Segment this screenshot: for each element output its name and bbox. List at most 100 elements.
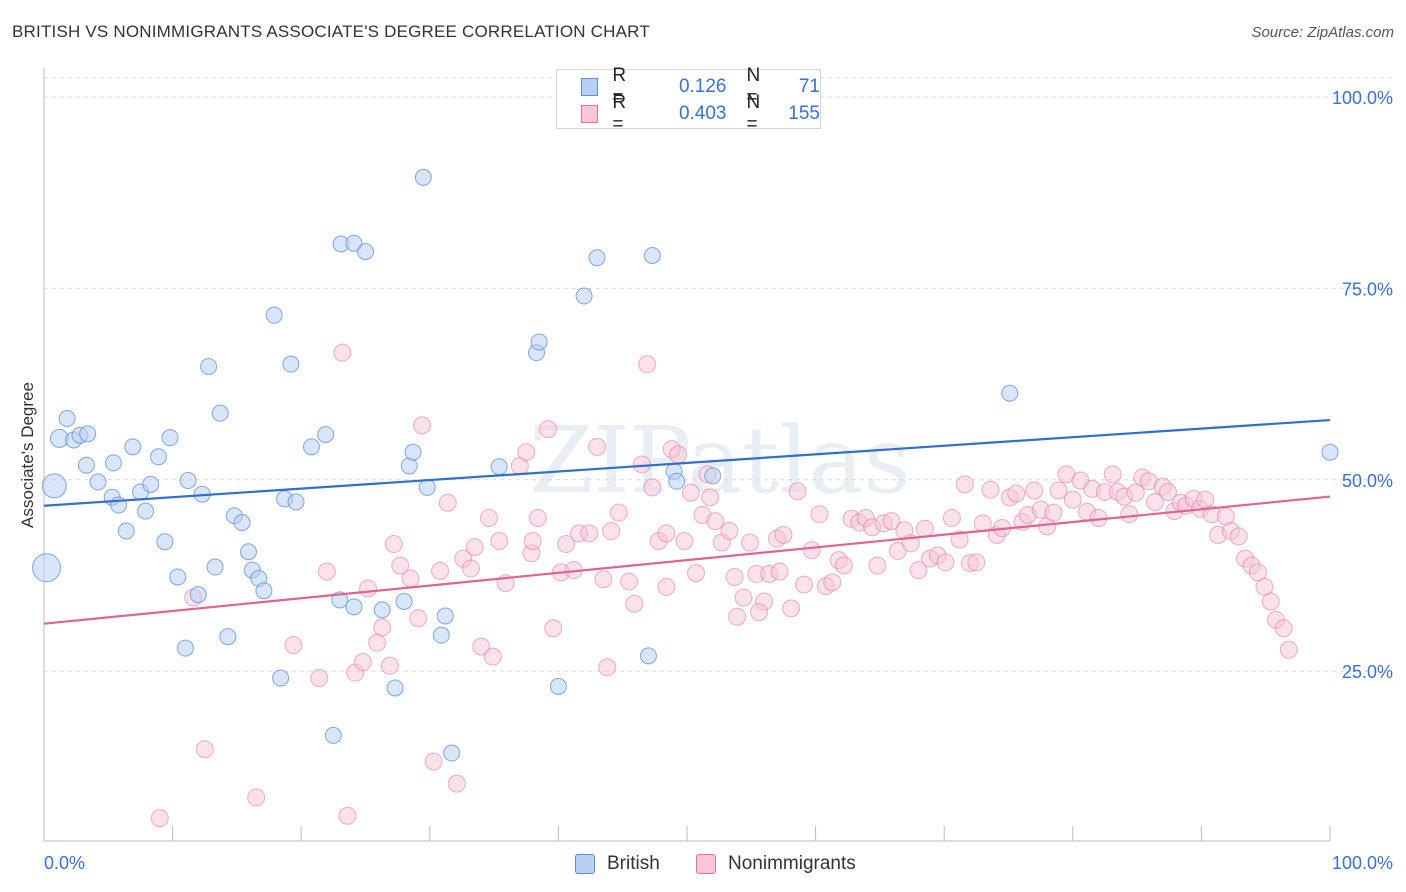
nonimmigrants-point — [950, 530, 969, 549]
nonimmigrants-point — [909, 561, 928, 580]
british-point — [643, 246, 661, 264]
nonimmigrants-point — [725, 567, 744, 586]
british-point — [317, 426, 335, 444]
british-point — [149, 448, 167, 466]
nonimmigrants-n-label: N = — [746, 92, 761, 135]
british-point — [386, 679, 404, 697]
bottom-british-label: British — [607, 853, 660, 874]
nonimmigrants-trend-line — [43, 495, 1331, 625]
chart-title: BRITISH VS NONIMMIGRANTS ASSOCIATE'S DEG… — [12, 22, 650, 41]
nonimmigrants-point — [795, 575, 814, 594]
nonimmigrants-point — [1279, 640, 1298, 659]
nonimmigrants-point — [1049, 481, 1068, 500]
british-point — [436, 607, 454, 625]
nonimmigrants-point — [810, 505, 829, 524]
nonimmigrants-point — [353, 652, 372, 671]
nonimmigrants-r-value: 0.403 — [678, 103, 727, 124]
nonimmigrants-point — [625, 594, 644, 613]
nonimmigrants-point — [706, 512, 725, 531]
nonimmigrants-point — [1044, 503, 1063, 522]
nonimmigrants-point — [638, 355, 657, 374]
british-point — [357, 243, 374, 261]
nonimmigrants-point — [195, 740, 214, 759]
british-point — [1001, 384, 1019, 402]
british-point — [41, 473, 67, 499]
nonimmigrants-point — [528, 509, 547, 528]
nonimmigrants-point — [373, 618, 392, 637]
british-point — [211, 404, 229, 422]
british-point — [490, 458, 508, 476]
british-point — [549, 677, 567, 695]
british-point — [77, 456, 95, 474]
nonimmigrants-point — [368, 633, 387, 652]
british-point — [668, 472, 686, 490]
bottom-legend-british: British — [575, 852, 660, 876]
nonimmigrants-point — [1120, 505, 1139, 524]
british-point — [345, 598, 363, 616]
british-point — [176, 639, 194, 657]
chart-source: Source: ZipAtlas.com — [1251, 24, 1394, 41]
british-point — [206, 558, 224, 576]
british-n-value: 71 — [798, 76, 820, 97]
nonimmigrants-point — [802, 541, 821, 560]
nonimmigrants-point — [915, 519, 934, 538]
british-point — [395, 592, 413, 610]
british-r-label: R = — [612, 65, 627, 108]
nonimmigrants-point — [774, 525, 793, 544]
british-point — [404, 443, 422, 461]
nonimmigrants-point — [675, 531, 694, 550]
nonimmigrants-point — [1274, 619, 1293, 638]
nonimmigrants-point — [587, 437, 606, 456]
nonimmigrants-point — [465, 538, 484, 557]
nonimmigrants-point — [720, 522, 739, 541]
british-point — [117, 522, 135, 540]
bottom-british-swatch — [575, 854, 595, 874]
nonimmigrants-point — [150, 809, 169, 828]
british-point — [287, 493, 305, 511]
nonimmigrants-point — [620, 572, 639, 591]
nonimmigrants-point — [1146, 492, 1165, 511]
nonimmigrants-point — [284, 636, 303, 655]
british-point — [639, 647, 657, 665]
british-trend-line — [43, 418, 1331, 507]
british-point — [530, 333, 548, 351]
nonimmigrants-point — [1063, 490, 1082, 509]
nonimmigrants-point — [936, 553, 955, 572]
british-point — [432, 626, 450, 644]
british-point — [575, 287, 593, 305]
nonimmigrants-point — [479, 509, 498, 528]
british-point — [324, 726, 342, 744]
nonimmigrants-point — [942, 509, 961, 528]
nonimmigrants-point — [657, 577, 676, 596]
legend-row-nonimmigrants: R = 0.403 N = 155 — [581, 92, 820, 135]
nonimmigrants-point — [955, 475, 974, 494]
nonimmigrants-point — [681, 483, 700, 502]
nonimmigrants-point — [598, 658, 617, 677]
nonimmigrants-point — [734, 588, 753, 607]
nonimmigrants-point — [523, 531, 542, 550]
british-point — [418, 478, 436, 496]
nonimmigrants-point — [438, 493, 457, 512]
nonimmigrants-point — [247, 788, 266, 807]
nonimmigrants-point — [868, 556, 887, 575]
british-point — [373, 601, 391, 619]
nonimmigrants-point — [594, 570, 613, 589]
british-point — [219, 628, 237, 646]
y-axis-label: Associate's Degree — [18, 382, 37, 528]
british-point — [255, 582, 273, 600]
british-point — [137, 502, 155, 520]
nonimmigrants-point — [668, 445, 687, 464]
legend-row-british: R = 0.126 N = 71 — [581, 65, 820, 108]
nonimmigrants-point — [687, 564, 706, 583]
nonimmigrants-point — [431, 561, 450, 580]
british-point — [58, 410, 76, 428]
y-tick-label: 100.0% — [1332, 88, 1393, 108]
nonimmigrants-point — [544, 619, 563, 638]
nonimmigrants-point — [580, 524, 599, 543]
nonimmigrants-point — [472, 637, 491, 656]
nonimmigrants-point — [401, 569, 420, 588]
nonimmigrants-n-value: 155 — [788, 103, 820, 124]
nonimmigrants-point — [333, 343, 352, 362]
nonimmigrants-point — [483, 647, 502, 666]
